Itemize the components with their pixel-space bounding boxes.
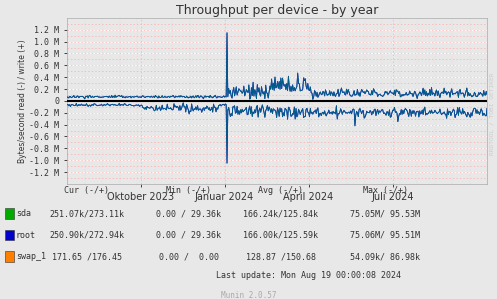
Text: Max (-/+): Max (-/+) — [363, 186, 408, 195]
Text: 0.00 / 29.36k: 0.00 / 29.36k — [157, 231, 221, 240]
Text: Last update: Mon Aug 19 00:00:08 2024: Last update: Mon Aug 19 00:00:08 2024 — [216, 271, 401, 280]
Text: 75.05M/ 95.53M: 75.05M/ 95.53M — [350, 209, 420, 218]
Text: Cur (-/+): Cur (-/+) — [65, 186, 109, 195]
Text: 251.07k/273.11k: 251.07k/273.11k — [50, 209, 124, 218]
Text: 54.09k/ 86.98k: 54.09k/ 86.98k — [350, 252, 420, 261]
Text: Munin 2.0.57: Munin 2.0.57 — [221, 291, 276, 299]
Title: Throughput per device - by year: Throughput per device - by year — [176, 4, 378, 17]
Text: 250.90k/272.94k: 250.90k/272.94k — [50, 231, 124, 240]
Text: Avg (-/+): Avg (-/+) — [258, 186, 303, 195]
Text: 166.24k/125.84k: 166.24k/125.84k — [244, 209, 318, 218]
Y-axis label: Bytes/second read (-) / write (+): Bytes/second read (-) / write (+) — [18, 39, 27, 163]
Text: 0.00 /  0.00: 0.00 / 0.00 — [159, 252, 219, 261]
Text: 171.65 /176.45: 171.65 /176.45 — [52, 252, 122, 261]
Text: sda: sda — [16, 209, 31, 218]
Text: 0.00 / 29.36k: 0.00 / 29.36k — [157, 209, 221, 218]
Text: Min (-/+): Min (-/+) — [166, 186, 211, 195]
Text: 128.87 /150.68: 128.87 /150.68 — [246, 252, 316, 261]
Text: 166.00k/125.59k: 166.00k/125.59k — [244, 231, 318, 240]
Text: swap_1: swap_1 — [16, 252, 46, 261]
Text: root: root — [16, 231, 36, 240]
Text: RRDTOOL / TOBI OETIKER: RRDTOOL / TOBI OETIKER — [490, 72, 495, 155]
Text: 75.06M/ 95.51M: 75.06M/ 95.51M — [350, 231, 420, 240]
